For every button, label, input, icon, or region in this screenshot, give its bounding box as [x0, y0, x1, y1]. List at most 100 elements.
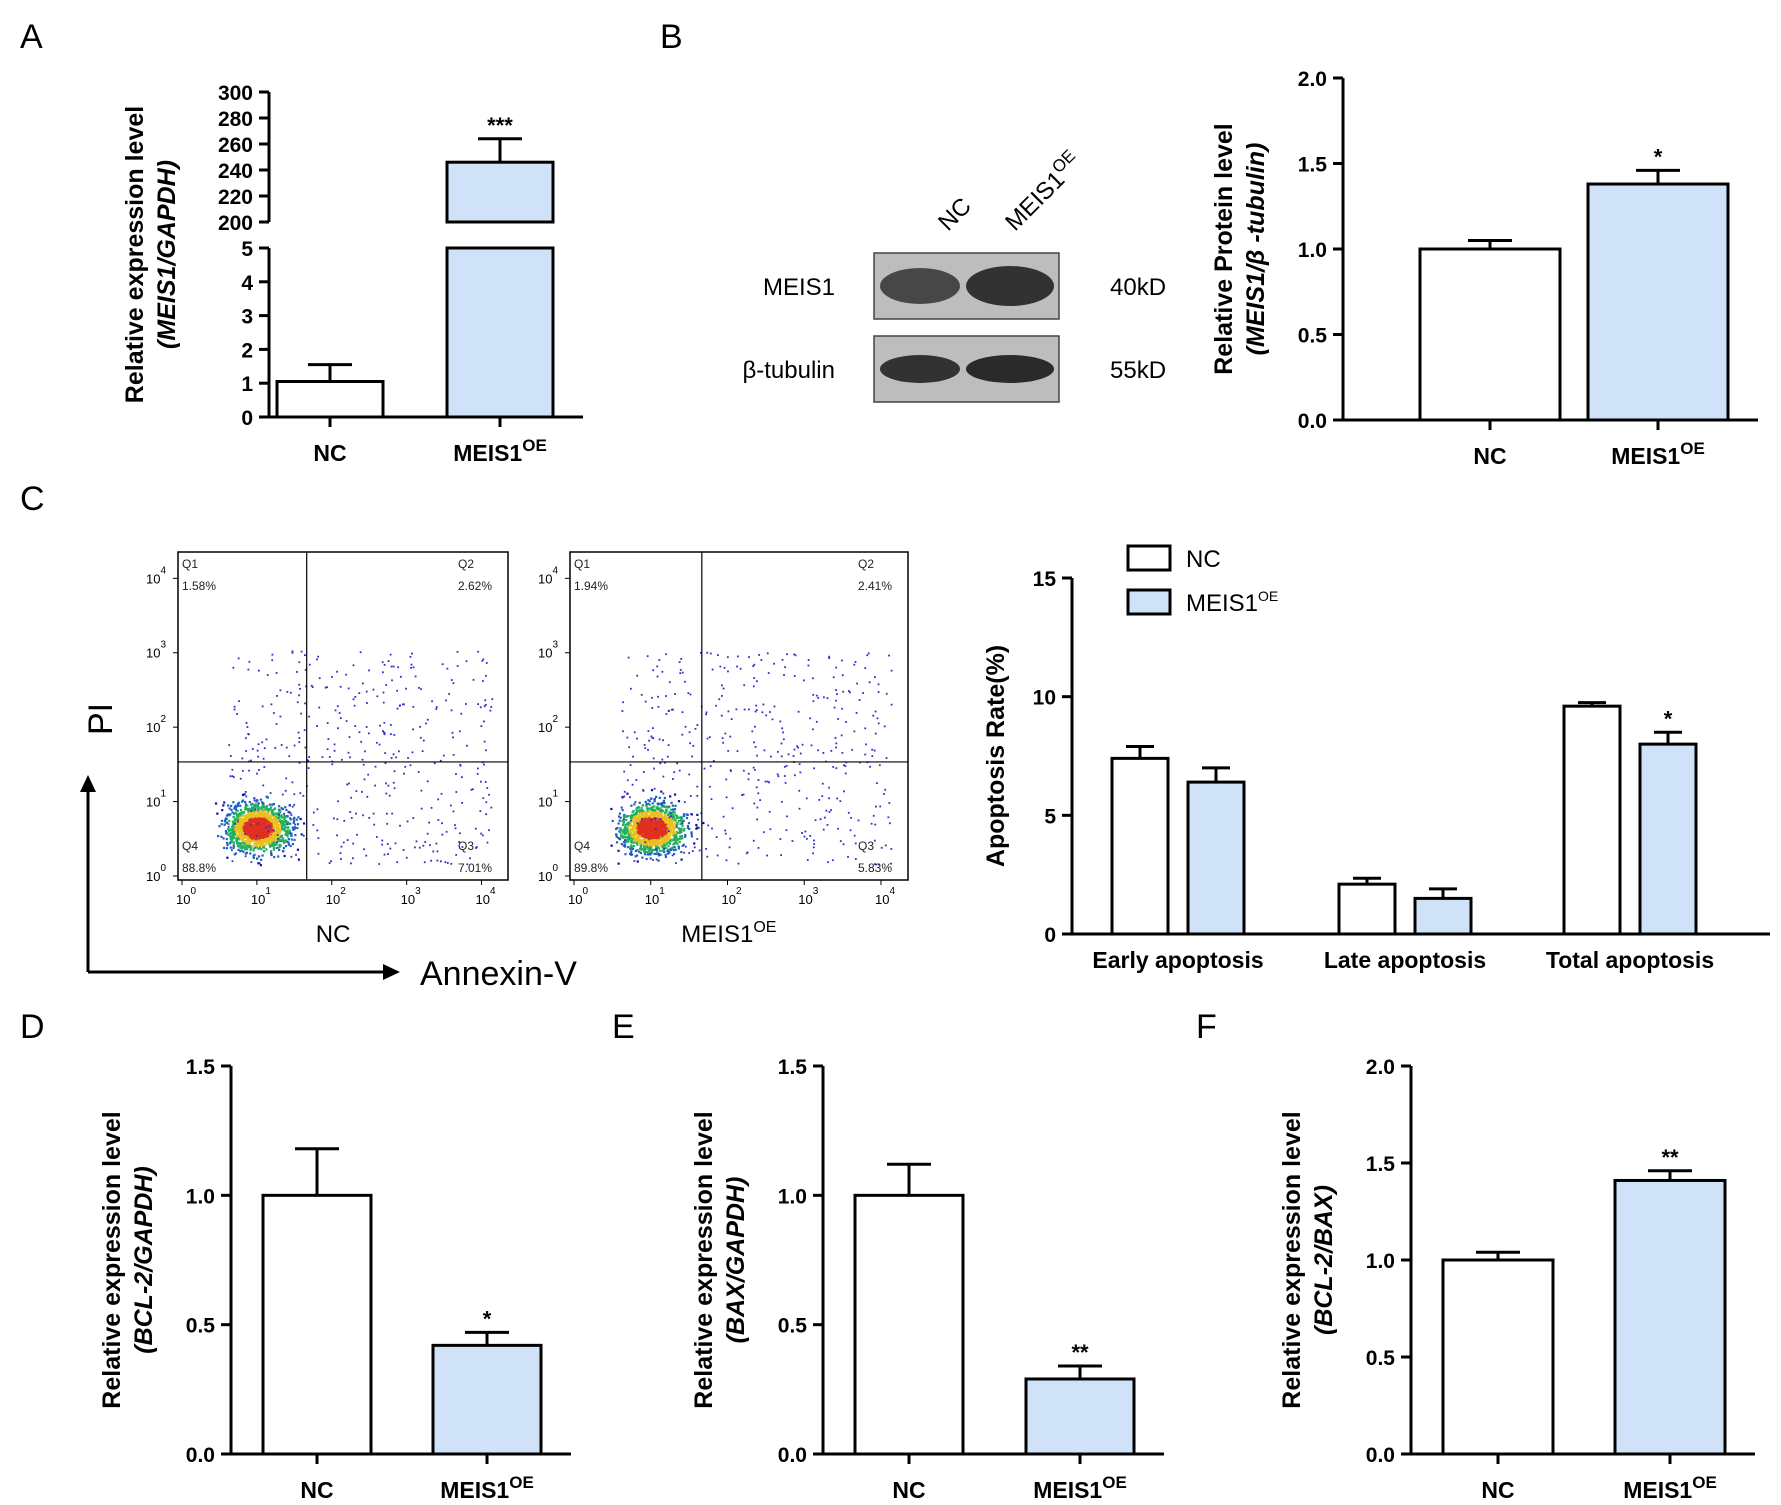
flow-dot	[668, 830, 670, 832]
flow-dot	[264, 820, 268, 823]
flow-dot	[365, 726, 368, 728]
flow-dot	[283, 829, 286, 832]
flow-dot	[822, 828, 825, 831]
flow-dot	[646, 853, 650, 856]
flow-dot	[387, 784, 390, 787]
flow-dot	[618, 819, 621, 822]
flow-dot	[236, 818, 239, 821]
flow-dot	[364, 750, 366, 753]
flow-dot	[262, 830, 266, 833]
x-category-label-sup: OE	[522, 436, 547, 455]
flow-dot	[743, 708, 746, 711]
flow-dot	[885, 692, 888, 695]
flow-dot	[252, 804, 256, 807]
flow-dot	[888, 802, 891, 804]
flow-dot	[647, 748, 649, 751]
flow-dot	[674, 832, 677, 835]
flow-dot	[730, 770, 732, 772]
flow-dot	[781, 800, 783, 803]
flow-dot	[291, 781, 294, 784]
flow-dot	[240, 829, 243, 832]
flow-dot	[856, 682, 858, 685]
flow-dot	[657, 854, 660, 857]
y-axis-title-line2: (BCL-2/GAPDH)	[130, 1166, 158, 1354]
flow-dot	[877, 863, 880, 866]
flow-dot	[637, 817, 641, 820]
flow-dot	[666, 852, 669, 855]
flow-dot	[673, 771, 676, 774]
flow-dot	[258, 843, 262, 846]
flow-dot	[628, 833, 631, 837]
flow-dot	[373, 823, 376, 826]
flow-dot	[281, 827, 284, 830]
flow-dot	[241, 757, 244, 760]
flow-dot	[350, 862, 352, 865]
quadrant-percent: 5.83%	[858, 861, 892, 875]
flow-dot	[671, 804, 674, 807]
flow-dot	[389, 733, 392, 736]
flow-dot	[654, 818, 657, 820]
flow-y-tick-label: 103	[146, 640, 166, 661]
flow-dot	[646, 822, 649, 825]
flow-dot	[674, 823, 677, 826]
flow-dot	[455, 773, 457, 776]
flow-dot	[777, 775, 780, 778]
flow-dot	[274, 835, 277, 838]
flow-dot	[648, 853, 651, 856]
flow-dot	[263, 843, 267, 846]
flow-dot	[864, 727, 867, 730]
flow-dot	[675, 825, 678, 828]
flow-dot	[625, 830, 629, 833]
quadrant-name: Q3	[858, 839, 874, 853]
flow-dot	[228, 829, 231, 832]
flow-dot	[781, 727, 784, 730]
flow-dot	[280, 816, 284, 819]
flow-dot	[239, 831, 242, 835]
y-tick-label: 0.0	[778, 1444, 807, 1467]
flow-dot	[276, 837, 279, 840]
flow-dot	[668, 805, 671, 808]
flow-y-tick-label-sup: 4	[552, 565, 558, 576]
flow-dot	[259, 820, 262, 823]
flow-dot	[426, 780, 429, 783]
flow-dot	[672, 778, 674, 780]
flow-dot	[883, 725, 886, 728]
flow-dot	[720, 714, 723, 717]
flow-dot	[392, 665, 395, 668]
flow-dot	[405, 856, 408, 859]
flow-dot	[472, 678, 475, 681]
y-tick-label: 0	[1044, 924, 1056, 947]
flow-dot	[248, 807, 251, 810]
flow-dot	[756, 806, 759, 809]
flow-dot	[296, 701, 299, 704]
flow-dot	[654, 839, 657, 842]
pi-axis-title: PI	[82, 703, 120, 735]
flow-dot	[681, 671, 684, 674]
flow-dot	[333, 749, 336, 752]
flow-dot	[716, 854, 719, 857]
flow-dot	[741, 794, 743, 796]
flow-dot	[653, 843, 656, 846]
flow-dot	[243, 848, 247, 851]
flow-dot	[298, 661, 301, 664]
flow-dot	[659, 831, 662, 835]
flow-dot	[636, 849, 639, 852]
flow-dot	[879, 805, 882, 808]
flow-dot	[307, 767, 310, 769]
flow-dot	[657, 837, 660, 840]
flow-dot	[871, 748, 874, 751]
flow-dot	[383, 853, 386, 856]
flow-dot	[250, 822, 254, 825]
flow-dot	[663, 796, 667, 800]
flow-dot	[239, 842, 242, 846]
flow-dot	[638, 850, 641, 853]
flow-dot	[252, 827, 255, 830]
flow-dot	[649, 813, 652, 816]
flow-dot	[245, 795, 248, 798]
flow-dot	[645, 834, 648, 837]
flow-dot	[249, 848, 252, 852]
quadrant-percent: 89.8%	[574, 861, 608, 875]
flow-dot	[640, 848, 643, 851]
flow-dot	[249, 823, 252, 826]
flow-dot	[626, 821, 629, 825]
